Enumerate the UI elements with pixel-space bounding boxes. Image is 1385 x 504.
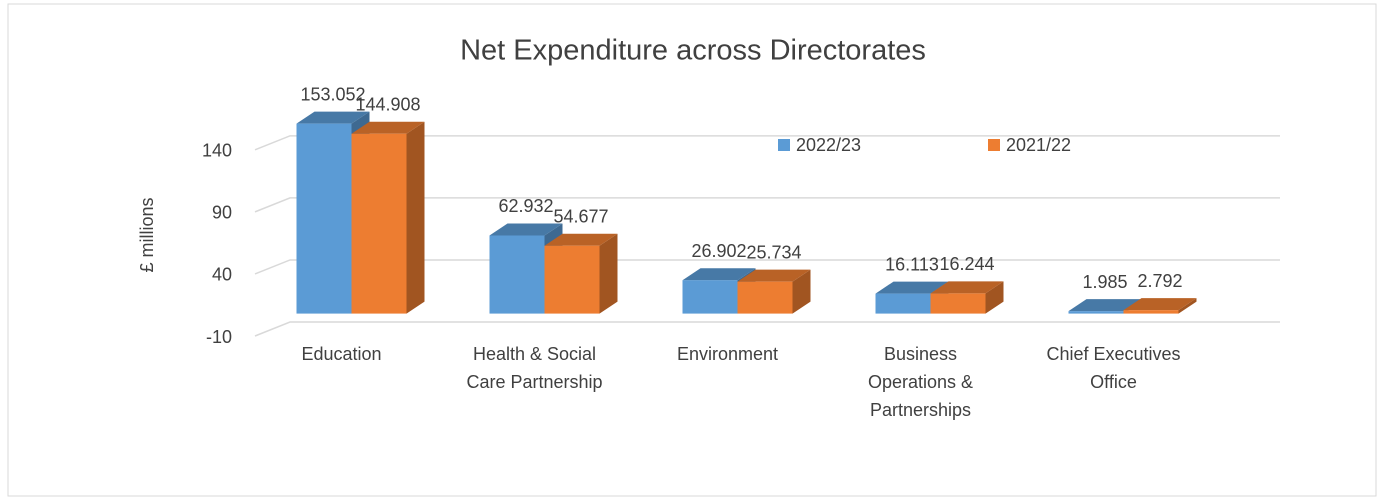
- bar-top: [489, 223, 563, 236]
- grid-line: [254, 197, 1280, 213]
- bar: [737, 281, 793, 314]
- y-tick-label: 40: [212, 265, 232, 285]
- x-tick-label: Health & Social Care Partnership: [466, 344, 603, 392]
- bar: [489, 235, 545, 314]
- bar: [875, 293, 931, 314]
- y-tick-label: 140: [202, 141, 232, 161]
- data-label: 2.792: [1137, 271, 1182, 291]
- bar: [930, 293, 986, 314]
- data-label: 16.113: [885, 254, 939, 274]
- data-label: 144.908: [355, 94, 420, 114]
- bar: [351, 121, 425, 314]
- bar-top: [296, 111, 370, 124]
- bar-side: [985, 281, 1004, 314]
- bar-top: [682, 268, 756, 281]
- data-label: 25.734: [746, 242, 801, 262]
- bar-side: [1178, 298, 1197, 314]
- bar-top: [930, 281, 1004, 294]
- bar: [1123, 298, 1197, 314]
- bar: [544, 233, 618, 314]
- bar-top: [1123, 298, 1197, 311]
- x-tick-label: Business Operations & Partnerships: [867, 344, 974, 420]
- bar: [682, 280, 738, 314]
- bar-side: [792, 269, 811, 314]
- bar-top: [737, 269, 811, 282]
- y-tick-label: -10: [206, 327, 232, 347]
- bar: [544, 245, 600, 314]
- bar-top: [875, 281, 949, 294]
- grid-line: [254, 321, 1280, 337]
- bar-side: [406, 121, 425, 314]
- bar: [1068, 311, 1124, 314]
- y-axis-title: £ millions: [137, 197, 157, 272]
- chart-title: Net Expenditure across Directorates: [460, 35, 926, 67]
- legend-label: 2021/22: [1006, 135, 1071, 155]
- bar: [930, 281, 1004, 314]
- legend-swatch: [988, 139, 1000, 151]
- bar-top: [351, 121, 425, 134]
- bar: [351, 133, 407, 314]
- y-tick-label: 90: [212, 203, 232, 223]
- bar: [296, 123, 352, 314]
- grid-line: [254, 259, 1280, 275]
- x-tick-label: Chief Executives Office: [1046, 344, 1181, 392]
- legend-swatch: [778, 139, 790, 151]
- data-label: 16.244: [939, 254, 994, 274]
- data-label: 54.677: [553, 206, 608, 226]
- bar-side: [599, 233, 618, 314]
- x-tick-label: Education: [301, 344, 382, 364]
- data-label: 153.052: [300, 84, 365, 104]
- legend-label: 2022/23: [796, 135, 861, 155]
- x-tick-label: Environment: [676, 344, 779, 364]
- bar: [737, 269, 811, 314]
- bar-top: [1068, 299, 1142, 312]
- chart-border: [7, 3, 1377, 497]
- bar: [1123, 310, 1179, 314]
- bar-top: [544, 233, 618, 246]
- grid-line: [254, 135, 1280, 151]
- data-label: 26.902: [691, 241, 746, 261]
- data-label: 62.932: [498, 196, 553, 216]
- data-label: 1.985: [1082, 272, 1127, 292]
